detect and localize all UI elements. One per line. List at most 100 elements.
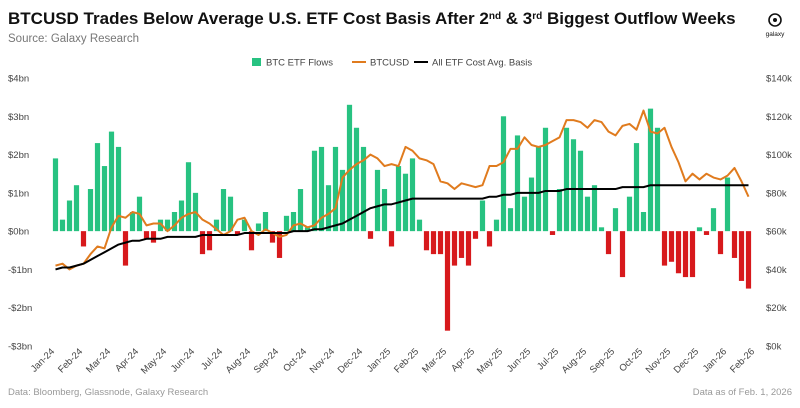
x-tick-label: Dec-24 bbox=[336, 346, 365, 375]
bar bbox=[528, 177, 535, 232]
y2-tick-label: $100k bbox=[766, 150, 792, 161]
bar bbox=[619, 231, 626, 278]
x-tick-label: Jan-26 bbox=[701, 346, 729, 374]
bar bbox=[206, 231, 213, 251]
bar bbox=[339, 169, 346, 232]
title-part: BTCUSD Trades Below Average U.S. ETF Cos… bbox=[8, 9, 489, 28]
bar bbox=[325, 185, 332, 232]
x-tick-label: Sep-24 bbox=[252, 346, 281, 375]
bar bbox=[115, 146, 122, 232]
title-part: & 3 bbox=[501, 9, 532, 28]
bar bbox=[430, 231, 437, 255]
bar bbox=[220, 189, 227, 232]
y2-tick-label: $40k bbox=[766, 265, 787, 276]
bar bbox=[710, 208, 717, 232]
bar bbox=[570, 139, 577, 232]
bar bbox=[199, 231, 206, 255]
chart-subtitle: Source: Galaxy Research bbox=[8, 33, 139, 45]
x-tick-label: Aug-25 bbox=[560, 346, 589, 375]
bar bbox=[248, 231, 255, 251]
y-tick-label: $1bn bbox=[8, 188, 29, 199]
bar bbox=[304, 227, 311, 232]
bar bbox=[465, 231, 472, 266]
bar bbox=[360, 146, 367, 232]
bar bbox=[353, 127, 360, 232]
bar bbox=[556, 189, 563, 232]
bar bbox=[101, 166, 108, 232]
y2-tick-label: $140k bbox=[766, 74, 792, 85]
bar bbox=[717, 231, 724, 255]
x-tick-label: Jan-25 bbox=[365, 346, 393, 374]
bar bbox=[647, 108, 654, 232]
bar bbox=[388, 231, 395, 247]
y2-tick-label: $80k bbox=[766, 188, 787, 199]
bar bbox=[549, 231, 556, 235]
bar bbox=[409, 158, 416, 232]
bar bbox=[157, 219, 164, 232]
bar bbox=[493, 219, 500, 232]
bar bbox=[150, 231, 157, 243]
x-tick-label: Feb-25 bbox=[392, 346, 421, 375]
legend-label: BTC ETF Flows bbox=[266, 58, 333, 69]
y2-tick-label: $60k bbox=[766, 227, 787, 238]
bar bbox=[311, 150, 318, 232]
bar bbox=[395, 166, 402, 232]
bar bbox=[626, 196, 633, 232]
bar bbox=[724, 177, 731, 232]
x-tick-label: Sep-25 bbox=[588, 346, 617, 375]
bar bbox=[738, 231, 745, 281]
bar bbox=[605, 231, 612, 255]
x-tick-label: Oct-25 bbox=[617, 346, 645, 374]
legend-label: All ETF Cost Avg. Basis bbox=[432, 58, 532, 69]
y-tick-label: -$3bn bbox=[8, 342, 32, 353]
bar bbox=[444, 231, 451, 331]
bar bbox=[143, 231, 150, 239]
bar bbox=[269, 231, 276, 243]
bar bbox=[283, 215, 290, 232]
x-tick-label: May-24 bbox=[139, 346, 169, 376]
bar bbox=[437, 231, 444, 255]
source: Data: Bloomberg, Glassnode, Galaxy Resea… bbox=[8, 387, 208, 398]
bar bbox=[486, 231, 493, 247]
bar bbox=[423, 231, 430, 251]
x-tick-label: Dec-25 bbox=[672, 346, 701, 375]
x-tick-label: Jul-25 bbox=[535, 346, 561, 372]
bar bbox=[129, 212, 136, 232]
bar bbox=[297, 189, 304, 232]
bar bbox=[59, 219, 66, 232]
bar bbox=[66, 200, 73, 232]
chart-title: BTCUSD Trades Below Average U.S. ETF Cos… bbox=[8, 9, 736, 28]
x-tick-label: Feb-24 bbox=[56, 346, 85, 375]
x-tick-label: Jun-25 bbox=[505, 346, 533, 374]
x-tick-label: Jan-24 bbox=[29, 346, 57, 374]
bar bbox=[178, 200, 185, 232]
title-part: nd bbox=[489, 11, 501, 22]
logo-icon bbox=[773, 18, 777, 22]
bar bbox=[255, 223, 262, 232]
logo: galaxy bbox=[766, 13, 785, 38]
bar bbox=[745, 231, 752, 289]
bar bbox=[332, 146, 339, 232]
bar bbox=[591, 185, 598, 232]
bar bbox=[290, 212, 297, 232]
x-tick-label: Jun-24 bbox=[169, 346, 197, 374]
bar bbox=[535, 146, 542, 232]
bar bbox=[241, 219, 248, 232]
bar bbox=[94, 143, 101, 232]
logo-icon bbox=[768, 13, 782, 27]
bar bbox=[640, 212, 647, 232]
bar bbox=[276, 231, 283, 258]
bar bbox=[598, 227, 605, 232]
y2-tick-label: $0k bbox=[766, 342, 782, 353]
y-tick-label: -$2bn bbox=[8, 303, 32, 314]
y-tick-label: $4bn bbox=[8, 74, 29, 85]
y-tick-label: $0bn bbox=[8, 227, 29, 238]
bar bbox=[108, 131, 115, 232]
bar bbox=[122, 231, 129, 266]
bar bbox=[262, 212, 269, 232]
bar bbox=[213, 219, 220, 232]
x-tick-label: Mar-25 bbox=[420, 346, 449, 375]
bar bbox=[367, 231, 374, 239]
bar bbox=[185, 162, 192, 232]
bar bbox=[542, 127, 549, 232]
